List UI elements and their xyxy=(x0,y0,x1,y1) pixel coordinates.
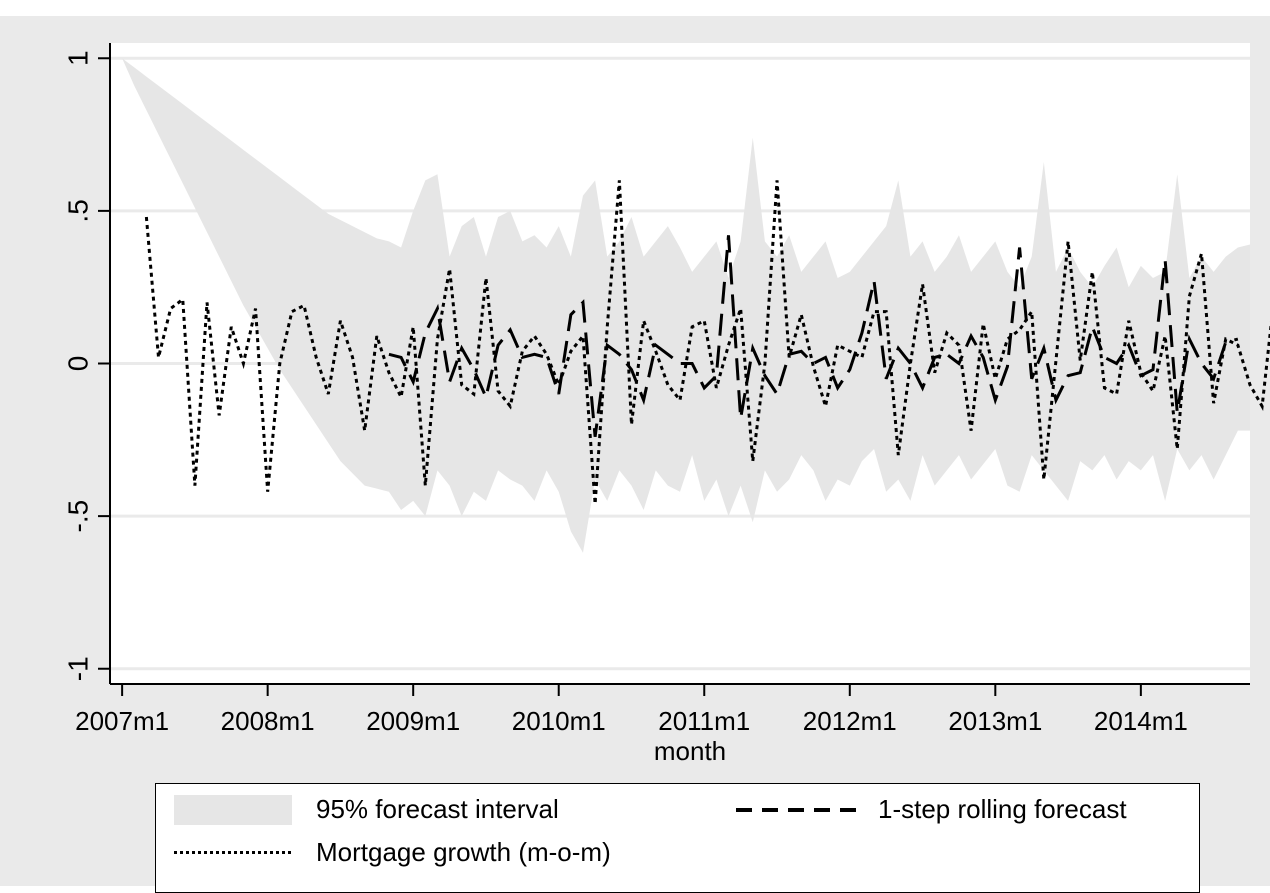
forecast-interval-band xyxy=(122,58,1250,553)
x-tick-label-2: 2009m1 xyxy=(366,706,460,736)
x-tick-label-3: 2010m1 xyxy=(512,706,606,736)
x-tick-label-4: 2011m1 xyxy=(658,706,750,736)
series-line-mortgage xyxy=(144,180,1270,505)
y-tick-label-4: 1 xyxy=(62,50,93,66)
legend-item-mortgage: Mortgage growth (m-o-m) xyxy=(174,837,611,868)
x-axis-title: month xyxy=(654,736,726,766)
series-line-forecast xyxy=(388,235,1239,437)
band-area xyxy=(122,58,1250,553)
series-lines xyxy=(144,180,1270,505)
y-tick-label-1: -.5 xyxy=(62,500,93,533)
legend-label-forecast: 1-step rolling forecast xyxy=(878,794,1127,824)
title-banner xyxy=(0,0,1270,16)
x-tick-label-7: 2014m1 xyxy=(1094,706,1188,736)
y-tick-label-3: .5 xyxy=(62,199,93,222)
x-tick-label-1: 2008m1 xyxy=(221,706,315,736)
legend-swatch-band xyxy=(174,794,292,825)
legend: 95% forecast interval 1-step rolling for… xyxy=(155,783,1200,893)
axes: -1 -.5 0 .5 1 2007m1 2008m1 2009m1 2010m1 2011m1 2… xyxy=(62,43,1250,766)
legend-item-forecast: 1-step rolling forecast xyxy=(736,794,1127,825)
x-tick-label-6: 2013m1 xyxy=(948,706,1042,736)
legend-swatch-dashed xyxy=(736,807,856,812)
legend-label-mortgage: Mortgage growth (m-o-m) xyxy=(316,837,611,867)
x-tick-label-5: 2012m1 xyxy=(803,706,897,736)
y-tick-label-2: 0 xyxy=(62,356,93,372)
legend-item-band: 95% forecast interval xyxy=(174,794,559,825)
legend-label-band: 95% forecast interval xyxy=(316,794,559,824)
x-tick-label-0: 2007m1 xyxy=(75,706,169,736)
legend-swatch-dotted xyxy=(174,851,292,854)
y-tick-label-0: -1 xyxy=(62,656,93,681)
